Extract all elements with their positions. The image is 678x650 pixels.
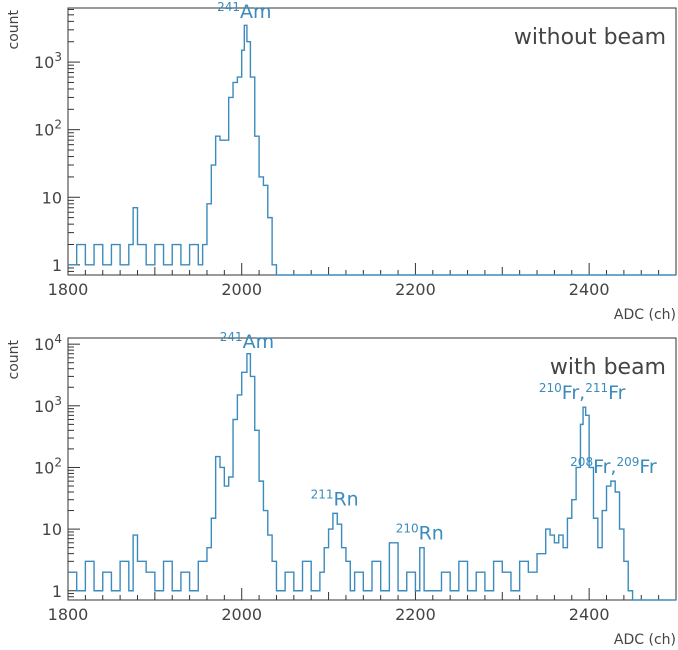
x-axis-label: ADC (ch) xyxy=(614,307,676,323)
x-tick-label: 1800 xyxy=(48,605,89,624)
x-axis-label: ADC (ch) xyxy=(614,632,676,646)
y-tick-label: 102 xyxy=(34,455,62,477)
x-tick-label: 2400 xyxy=(569,280,610,299)
x-tick-label: 2200 xyxy=(395,280,436,299)
y-tick-label: 103 xyxy=(34,50,62,72)
y-axis-label: count xyxy=(6,9,22,49)
spectrum-line xyxy=(68,353,676,601)
y-tick-label: 102 xyxy=(34,118,62,140)
x-tick-label: 2400 xyxy=(569,605,610,624)
x-tick-label: 2000 xyxy=(221,280,262,299)
y-tick-label: 10 xyxy=(42,188,62,207)
x-tick-label: 1800 xyxy=(48,280,89,299)
y-tick-label: 1 xyxy=(52,582,62,601)
y-tick-label: 104 xyxy=(34,332,62,354)
y-tick-label: 103 xyxy=(34,394,62,416)
peak-label: 210Fr,211Fr xyxy=(539,381,626,404)
y-tick-label: 10 xyxy=(42,520,62,539)
peak-label: 241Am xyxy=(217,0,271,23)
spectrum-line xyxy=(68,24,676,276)
y-axis-label: count xyxy=(6,339,22,379)
x-tick-label: 2000 xyxy=(221,605,262,624)
peak-label: 208Fr,209Fr xyxy=(570,455,657,478)
peak-label: 241Am xyxy=(220,330,274,353)
x-tick-label: 2200 xyxy=(395,605,436,624)
panel-label: with beam xyxy=(550,355,666,380)
peak-label: 211Rn xyxy=(311,487,359,510)
peak-label: 210Rn xyxy=(396,522,444,545)
plot-frame xyxy=(67,337,677,601)
y-tick-label: 1 xyxy=(52,256,62,275)
panel-label: without beam xyxy=(514,25,666,50)
